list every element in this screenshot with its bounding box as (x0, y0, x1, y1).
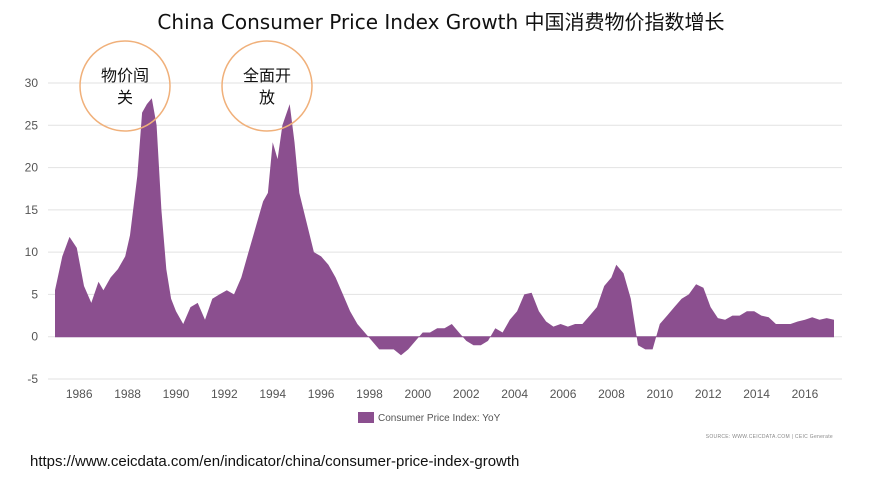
annotation-text-line1: 全面开 (243, 66, 291, 85)
source-note: SOURCE: WWW.CEICDATA.COM | CEIC Generate (706, 434, 833, 440)
area-layer (55, 98, 834, 356)
legend: Consumer Price Index: YoY (358, 412, 501, 424)
x-tick-label: 2014 (743, 387, 770, 401)
annotation-text-line1: 物价闯 (101, 66, 149, 85)
annotation-text-line2: 关 (117, 88, 133, 107)
y-tick-label: 30 (25, 76, 39, 90)
axis-layer: 30 25 20 15 10 5 0 -5 1986 1988 1990 1992 1994 1996 19… (25, 76, 819, 401)
x-tick-label: 2000 (405, 387, 432, 401)
annotation-ring (79, 40, 171, 132)
y-tick-label: 15 (25, 203, 39, 217)
y-tick-label: -5 (27, 372, 38, 386)
annotation-ring (221, 40, 313, 132)
y-tick-label: 10 (25, 245, 39, 259)
x-tick-label: 2010 (646, 387, 673, 401)
x-tick-label: 2016 (792, 387, 819, 401)
x-tick-label: 2002 (453, 387, 480, 401)
x-tick-label: 2004 (501, 387, 528, 401)
legend-label: Consumer Price Index: YoY (378, 413, 501, 424)
y-tick-label: 25 (25, 118, 39, 132)
x-tick-label: 1998 (356, 387, 383, 401)
annotation-text-line2: 放 (259, 88, 275, 107)
x-tick-label: 2006 (550, 387, 577, 401)
x-tick-label: 1988 (114, 387, 141, 401)
x-tick-label: 1992 (211, 387, 238, 401)
y-tick-label: 0 (31, 330, 38, 344)
cpi-area-series (55, 98, 834, 356)
y-tick-label: 20 (25, 161, 39, 175)
x-tick-label: 1994 (259, 387, 286, 401)
legend-swatch (358, 412, 374, 423)
x-tick-label: 2012 (695, 387, 722, 401)
x-tick-label: 1996 (308, 387, 335, 401)
y-tick-label: 5 (31, 287, 38, 301)
x-tick-label: 1986 (66, 387, 93, 401)
source-url: https://www.ceicdata.com/en/indicator/ch… (30, 453, 520, 470)
x-tick-label: 1990 (163, 387, 190, 401)
chart-title: China Consumer Price Index Growth 中国消费物价… (157, 10, 725, 34)
x-tick-label: 2008 (598, 387, 625, 401)
